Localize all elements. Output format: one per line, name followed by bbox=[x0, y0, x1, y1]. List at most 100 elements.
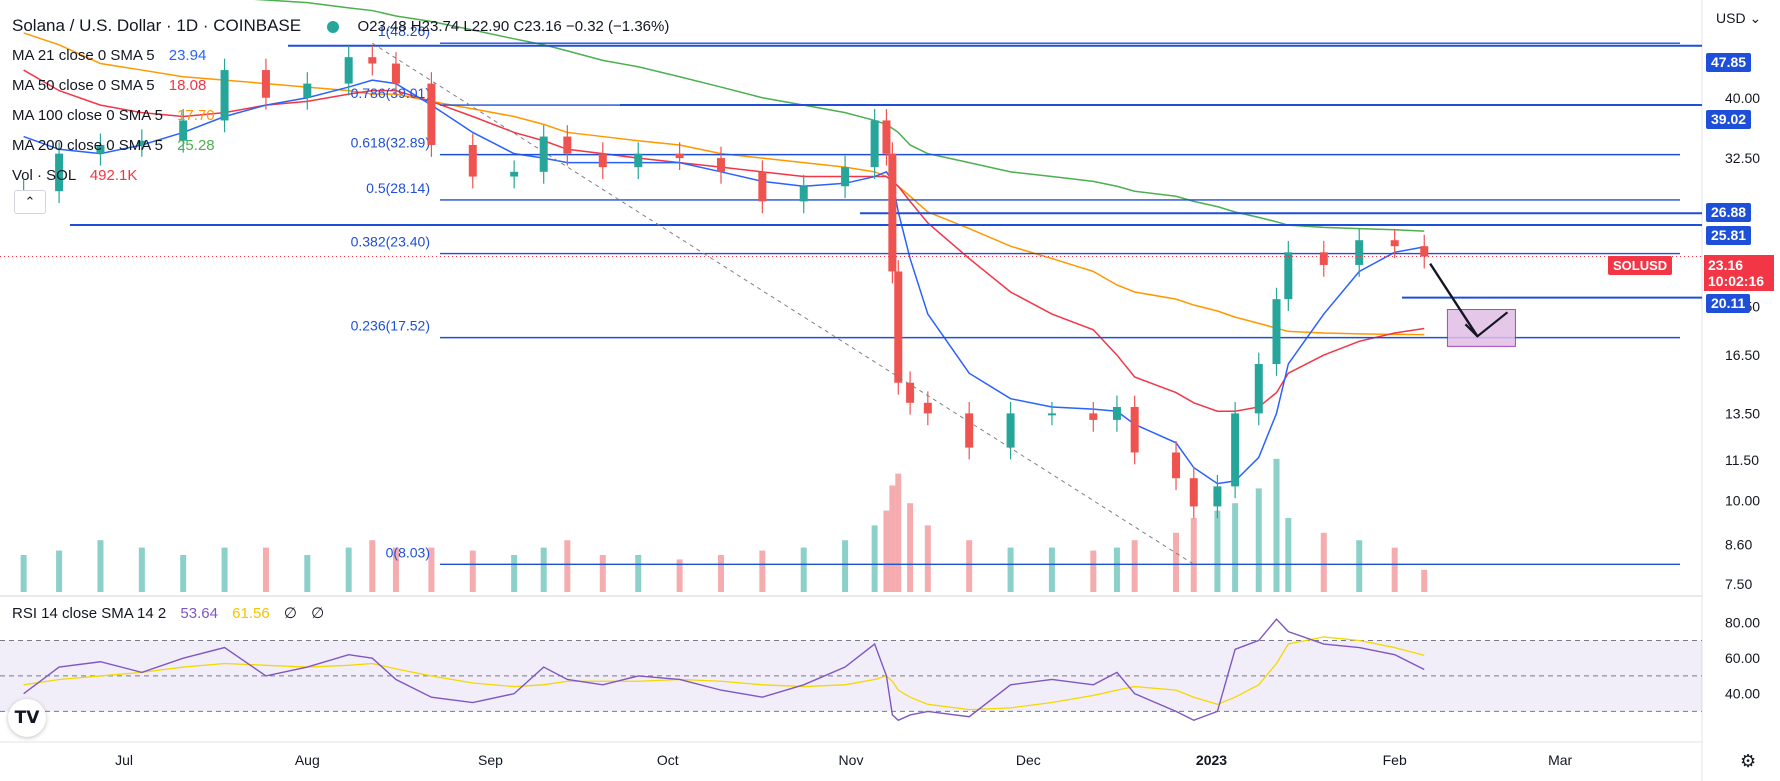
level-tag-25-81[interactable]: 25.81 bbox=[1706, 226, 1752, 245]
tradingview-logo-icon[interactable]: TV bbox=[8, 699, 46, 737]
volume-bar bbox=[800, 547, 807, 592]
fib-level-label: 0.382(23.40) bbox=[351, 234, 430, 250]
indicator-value: 23.94 bbox=[168, 47, 207, 64]
volume-bar bbox=[924, 525, 931, 592]
candle bbox=[1047, 413, 1056, 416]
indicator-ma50[interactable]: MA 50 close 0 SMA 5 18.08 bbox=[12, 71, 669, 101]
chevron-up-icon: ⌃ bbox=[24, 194, 36, 209]
indicator-value: 492.1K bbox=[89, 167, 138, 184]
volume-bar bbox=[907, 503, 914, 592]
price-axis-tick: 16.50 bbox=[1725, 347, 1760, 363]
price-axis-tick: 11.50 bbox=[1725, 452, 1759, 468]
collapse-legend-button[interactable]: ⌃ bbox=[14, 190, 46, 214]
price-axis-tick: 40.00 bbox=[1725, 90, 1760, 106]
indicator-label: MA 200 close 0 SMA 5 bbox=[12, 137, 163, 154]
price-axis-tick: 32.50 bbox=[1725, 150, 1760, 166]
volume-bar bbox=[1214, 510, 1221, 592]
fib-level-label: 1(48.26) bbox=[378, 23, 430, 39]
time-axis-tick: Oct bbox=[657, 752, 679, 768]
ma100-line bbox=[23, 32, 1425, 336]
rsi-ma-value: 61.56 bbox=[232, 605, 270, 622]
price-axis-tick: 7.50 bbox=[1725, 576, 1752, 592]
volume-bar bbox=[369, 540, 376, 592]
candle bbox=[598, 153, 607, 168]
candle bbox=[1189, 478, 1198, 507]
candle bbox=[923, 402, 932, 414]
candle bbox=[1231, 413, 1240, 487]
candle bbox=[539, 136, 548, 172]
candle bbox=[965, 413, 974, 448]
last-price-value: 23.16 bbox=[1708, 257, 1744, 273]
indicator-label: MA 100 close 0 SMA 5 bbox=[12, 107, 163, 124]
candle bbox=[261, 70, 270, 98]
indicator-ma21[interactable]: MA 21 close 0 SMA 5 23.94 bbox=[12, 41, 669, 71]
volume-bar bbox=[1090, 550, 1097, 592]
volume-bar bbox=[56, 550, 63, 592]
candle bbox=[870, 120, 879, 168]
indicator-value: 25.28 bbox=[177, 137, 215, 154]
volume-bar bbox=[564, 540, 571, 592]
candle bbox=[563, 136, 572, 154]
indicator-ma200[interactable]: MA 200 close 0 SMA 5 25.28 bbox=[12, 131, 669, 161]
fib-level-label: 0.786(39.01) bbox=[351, 85, 430, 101]
candle bbox=[1213, 486, 1222, 507]
currency-label: USD bbox=[1716, 10, 1746, 26]
legend-header: Solana / U.S. Dollar · 1D · COINBASE O23… bbox=[12, 11, 669, 41]
time-axis-tick: Feb bbox=[1383, 752, 1407, 768]
volume-bar bbox=[511, 555, 518, 592]
symbol-title[interactable]: Solana / U.S. Dollar · 1D · COINBASE bbox=[12, 16, 302, 35]
rsi-ma-line bbox=[23, 636, 1425, 711]
candle bbox=[303, 83, 312, 98]
fib-level-label: 0(8.03) bbox=[386, 544, 430, 560]
time-axis-tick: Nov bbox=[839, 752, 864, 768]
rsi-empty-2: ∅ bbox=[311, 605, 325, 622]
volume-bar bbox=[1131, 540, 1138, 592]
bar-countdown: 10:02:16 bbox=[1708, 273, 1765, 289]
indicator-ma100[interactable]: MA 100 close 0 SMA 5 17.70 bbox=[12, 101, 669, 131]
rsi-axis-tick: 40.00 bbox=[1725, 686, 1760, 702]
indicator-label: Vol · SOL bbox=[12, 167, 76, 184]
time-axis-tick: Mar bbox=[1548, 752, 1572, 768]
rsi-axis-tick: 60.00 bbox=[1725, 650, 1760, 666]
price-axis-tick: 10.00 bbox=[1725, 493, 1760, 509]
candle bbox=[716, 158, 725, 172]
indicator-value: 17.70 bbox=[177, 107, 215, 124]
volume-bar bbox=[262, 547, 269, 592]
volume-bar bbox=[138, 547, 145, 592]
currency-selector[interactable]: USD ⌄ bbox=[1716, 10, 1761, 27]
volume-bar bbox=[599, 555, 606, 592]
gear-icon[interactable]: ⚙ bbox=[1740, 751, 1757, 771]
candle bbox=[894, 271, 903, 383]
rsi-line bbox=[23, 618, 1425, 722]
volume-bar bbox=[1255, 488, 1262, 592]
candle bbox=[220, 70, 229, 121]
volume-bar bbox=[966, 540, 973, 592]
volume-bar bbox=[889, 485, 896, 592]
rsi-legend[interactable]: RSI 14 close SMA 14 2 53.64 61.56 ∅ ∅ bbox=[12, 604, 334, 622]
candle bbox=[634, 153, 643, 168]
candle bbox=[510, 171, 519, 177]
indicator-volume[interactable]: Vol · SOL 492.1K bbox=[12, 161, 669, 191]
fib-level-label: 0.236(17.52) bbox=[351, 318, 430, 334]
candle bbox=[1089, 413, 1098, 420]
price-axis-tick: 8.60 bbox=[1725, 536, 1752, 552]
volume-bar bbox=[392, 547, 399, 592]
level-tag-20-11[interactable]: 20.11 bbox=[1706, 294, 1751, 313]
rsi-label: RSI 14 close SMA 14 2 bbox=[12, 605, 167, 622]
candle bbox=[368, 57, 377, 64]
level-tag-47-85[interactable]: 47.85 bbox=[1706, 53, 1752, 72]
level-tag-39-02[interactable]: 39.02 bbox=[1706, 110, 1752, 129]
candle bbox=[344, 57, 353, 84]
candle bbox=[888, 153, 897, 272]
time-axis-tick: Dec bbox=[1016, 752, 1041, 768]
time-axis-tick: 2023 bbox=[1196, 752, 1227, 768]
last-price-tag: 23.16 10:02:16 bbox=[1704, 255, 1774, 291]
price-axis-tick: 13.50 bbox=[1725, 405, 1760, 421]
candle bbox=[1390, 240, 1399, 247]
candle bbox=[1420, 246, 1429, 257]
volume-bar bbox=[345, 547, 352, 592]
volume-bar bbox=[1113, 547, 1120, 592]
level-tag-26-88[interactable]: 26.88 bbox=[1706, 203, 1752, 222]
